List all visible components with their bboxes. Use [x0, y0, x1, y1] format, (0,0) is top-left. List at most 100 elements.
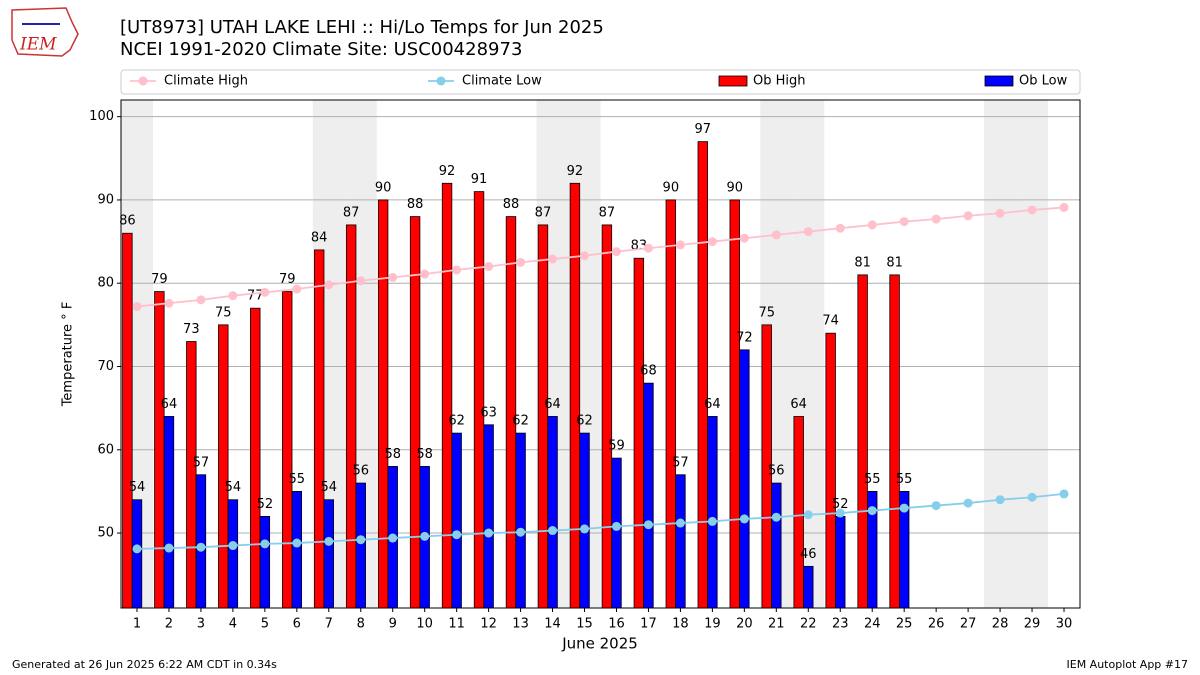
point	[484, 528, 494, 538]
x-tick-label: 24	[864, 617, 881, 632]
point	[931, 501, 941, 511]
value-label: 92	[439, 164, 456, 179]
footer-right: IEM Autoplot App #17	[1067, 658, 1189, 671]
point	[388, 533, 398, 543]
bar	[611, 457, 622, 609]
legend-box	[120, 69, 1081, 95]
value-label: 84	[311, 230, 328, 245]
value-label: 90	[375, 180, 392, 195]
y-tick-label: 70	[97, 359, 114, 374]
x-tick-label: 18	[672, 617, 689, 632]
bar	[825, 332, 836, 609]
point	[516, 527, 526, 537]
point	[1027, 492, 1037, 502]
point	[1059, 489, 1069, 499]
x-tick-label: 2	[165, 617, 173, 632]
value-label: 87	[535, 205, 552, 220]
point	[132, 302, 142, 312]
x-tick-label: 9	[389, 617, 397, 632]
bar	[675, 474, 686, 609]
value-label: 56	[352, 464, 369, 479]
chart-title: [UT8973] UTAH LAKE LEHI :: Hi/Lo Temps f…	[120, 17, 604, 38]
point	[484, 262, 494, 272]
x-tick-label: 22	[800, 617, 817, 632]
y-axis-label: Temperature ° F	[61, 302, 76, 408]
point	[867, 506, 877, 516]
bar	[547, 416, 558, 609]
value-label: 52	[257, 497, 274, 512]
x-tick-label: 21	[768, 617, 785, 632]
point	[1059, 202, 1069, 212]
value-label: 90	[663, 180, 680, 195]
line	[136, 493, 1065, 550]
value-label: 64	[790, 397, 807, 412]
bar	[601, 224, 613, 609]
x-tick-label: 10	[416, 617, 433, 632]
x-tick-label: 7	[325, 617, 333, 632]
plot-frame	[120, 99, 1081, 609]
value-label: 88	[407, 197, 424, 212]
x-tick-label: 12	[480, 617, 497, 632]
point	[452, 530, 462, 540]
point	[707, 516, 717, 526]
value-label: 97	[695, 122, 712, 137]
legend-label: Climate High	[164, 74, 248, 89]
point	[739, 514, 749, 524]
bar	[282, 291, 293, 609]
logo: IEM	[11, 7, 79, 57]
bar	[537, 224, 549, 609]
value-label: 62	[512, 414, 529, 429]
x-tick-label: 20	[736, 617, 753, 632]
bar	[154, 291, 165, 609]
bar	[291, 491, 303, 609]
bar	[697, 141, 708, 609]
value-label: 87	[599, 205, 616, 220]
point	[580, 524, 590, 534]
point	[260, 539, 270, 549]
legend-label: Ob High	[753, 74, 806, 89]
point	[356, 535, 366, 545]
bar	[313, 249, 325, 609]
value-label: 64	[161, 397, 178, 412]
point	[899, 217, 909, 227]
value-label: 62	[576, 414, 593, 429]
point	[931, 214, 941, 224]
value-label: 79	[279, 272, 296, 287]
point	[835, 508, 845, 518]
point	[611, 247, 621, 257]
value-label: 54	[225, 480, 242, 495]
point	[611, 521, 621, 531]
point	[995, 495, 1005, 505]
point	[196, 542, 206, 552]
point	[388, 272, 398, 282]
x-tick-label: 8	[357, 617, 365, 632]
bar	[122, 232, 133, 609]
bar	[889, 274, 900, 609]
chart-subtitle: NCEI 1991-2020 Climate Site: USC00428973	[120, 39, 522, 60]
x-tick-label: 13	[512, 617, 529, 632]
bar	[451, 432, 462, 609]
point	[164, 298, 174, 308]
value-label: 55	[864, 472, 881, 487]
point	[324, 280, 334, 290]
value-label: 68	[640, 364, 657, 379]
x-tick-label: 4	[229, 617, 237, 632]
value-label: 56	[768, 464, 785, 479]
legend-swatch	[984, 75, 1014, 87]
bar	[793, 416, 804, 609]
value-label: 74	[822, 314, 839, 329]
point	[1027, 205, 1037, 215]
bar	[771, 482, 782, 609]
value-label: 86	[119, 214, 136, 229]
x-tick-label: 25	[896, 617, 913, 632]
bar	[803, 565, 814, 609]
value-label: 57	[193, 455, 210, 470]
value-label: 72	[736, 330, 753, 345]
x-tick-label: 29	[1024, 617, 1041, 632]
value-label: 55	[289, 472, 306, 487]
y-tick-label: 100	[89, 109, 114, 124]
point	[164, 543, 174, 553]
point	[803, 510, 813, 520]
value-label: 54	[321, 480, 338, 495]
point	[228, 541, 238, 551]
